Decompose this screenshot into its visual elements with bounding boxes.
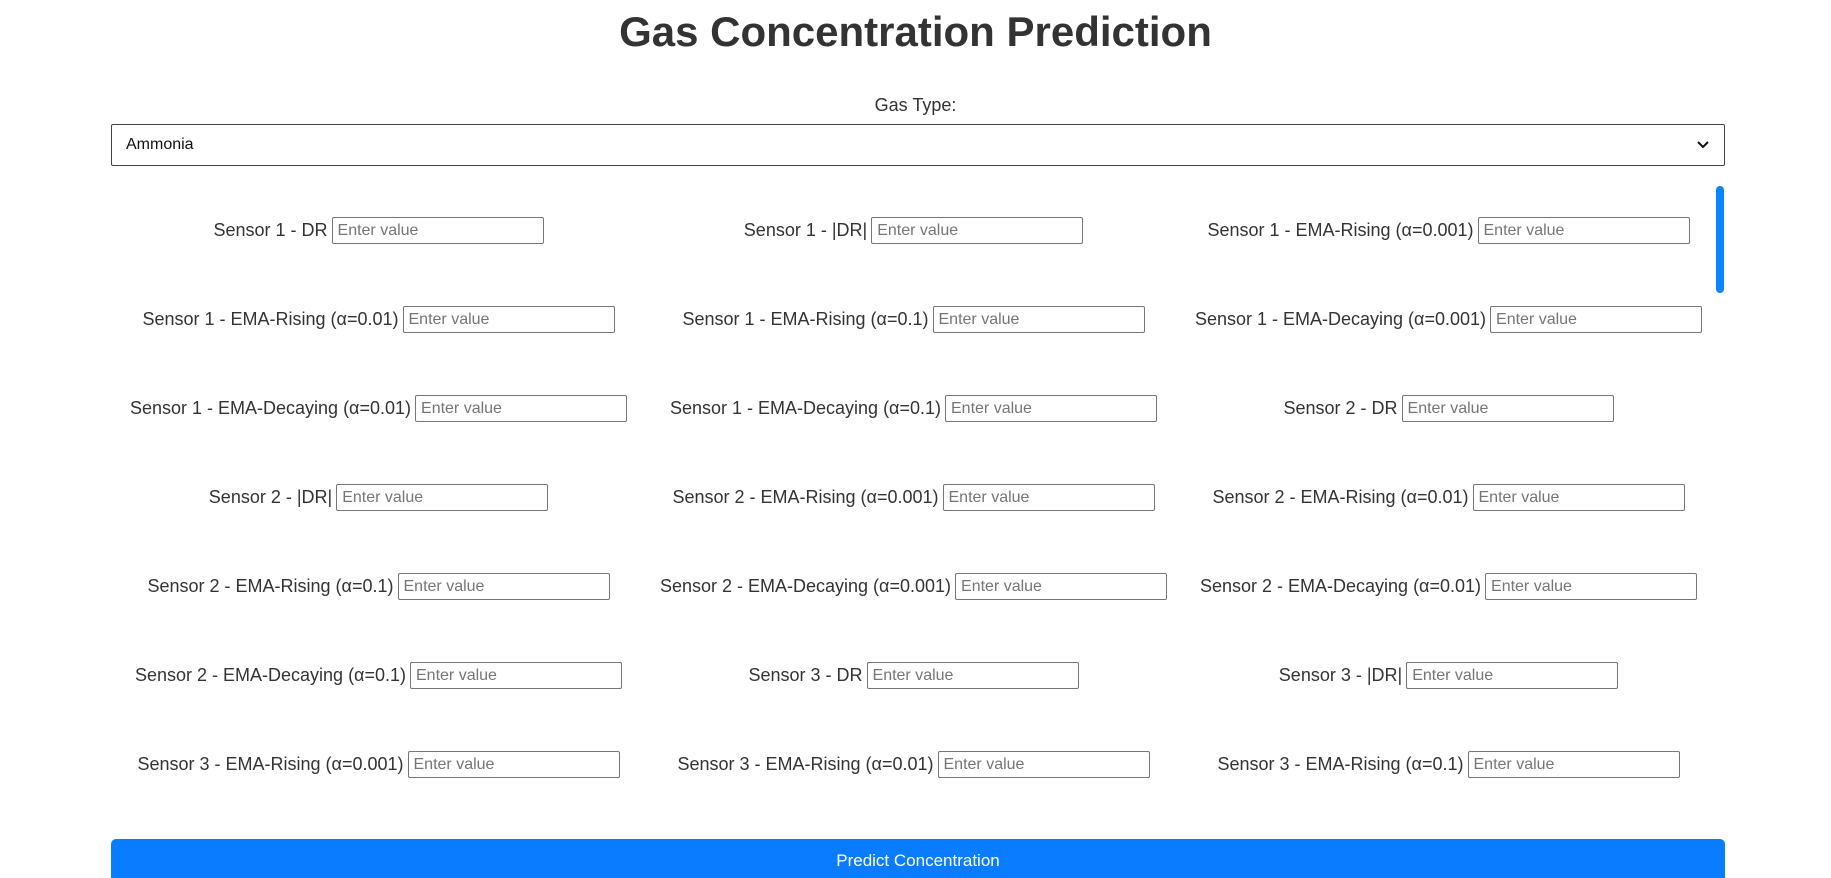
sensor-field-label: Sensor 3 - EMA-Rising (α=0.1)	[1217, 754, 1464, 774]
sensor-field-label: Sensor 2 - EMA-Decaying (α=0.1)	[134, 665, 406, 685]
sensor-field-label: Sensor 2 - EMA-Decaying (α=0.001)	[659, 576, 952, 596]
sensor-field-label: Sensor 1 - EMA-Rising (α=0.1)	[682, 309, 929, 329]
sensor-field: Sensor 2 - EMA-Rising (α=0.001)	[646, 453, 1181, 542]
sensor-value-input[interactable]	[407, 751, 620, 778]
page-title: Gas Concentration Prediction	[619, 8, 1212, 55]
sensor-field-label: Sensor 3 - DR	[748, 665, 863, 685]
sensor-field: Sensor 2 - EMA-Decaying (α=0.001)	[646, 542, 1181, 631]
sensor-field-label: Sensor 2 - EMA-Rising (α=0.1)	[147, 576, 394, 596]
sensor-value-input[interactable]	[336, 484, 549, 511]
sensor-field: Sensor 1 - |DR|	[646, 186, 1181, 275]
sensor-field: Sensor 2 - EMA-Rising (α=0.01)	[1181, 453, 1716, 542]
sensor-field: Sensor 2 - EMA-Decaying (α=0.1)	[111, 631, 646, 720]
sensor-value-input[interactable]	[1472, 484, 1685, 511]
sensor-field-label: Sensor 1 - |DR|	[743, 220, 868, 240]
sensor-field-label: Sensor 1 - DR	[213, 220, 328, 240]
sensor-field: Sensor 1 - EMA-Rising (α=0.01)	[111, 275, 646, 364]
sensor-field-label: Sensor 3 - |DR|	[1278, 665, 1403, 685]
sensor-value-input[interactable]	[1401, 395, 1614, 422]
sensor-field: Sensor 1 - EMA-Decaying (α=0.01)	[111, 364, 646, 453]
sensor-field-label: Sensor 1 - EMA-Decaying (α=0.01)	[129, 398, 412, 418]
sensor-field: Sensor 2 - DR	[1181, 364, 1716, 453]
sensor-field-label: Sensor 3 - EMA-Rising (α=0.001)	[137, 754, 404, 774]
sensor-value-input[interactable]	[866, 662, 1079, 689]
sensor-field-label: Sensor 1 - EMA-Decaying (α=0.1)	[669, 398, 941, 418]
sensor-value-input[interactable]	[1467, 751, 1680, 778]
sensor-fields-grid: Sensor 1 - DR Sensor 1 - |DR| Sensor 1 - E…	[111, 186, 1725, 809]
sensor-value-input[interactable]	[331, 217, 544, 244]
sensor-value-input[interactable]	[397, 573, 610, 600]
sensor-value-input[interactable]	[932, 306, 1145, 333]
gas-type-selected-value: Ammonia	[126, 136, 194, 153]
sensor-field-label: Sensor 2 - DR	[1283, 398, 1398, 418]
sensor-field: Sensor 2 - EMA-Rising (α=0.1)	[111, 542, 646, 631]
sensor-field: Sensor 2 - EMA-Decaying (α=0.01)	[1181, 542, 1716, 631]
sensor-value-input[interactable]	[1477, 217, 1690, 244]
sensor-field: Sensor 2 - |DR|	[111, 453, 646, 542]
sensor-field: Sensor 1 - EMA-Decaying (α=0.1)	[646, 364, 1181, 453]
sensor-field-label: Sensor 1 - EMA-Decaying (α=0.001)	[1194, 309, 1487, 329]
sensor-field: Sensor 3 - EMA-Rising (α=0.1)	[1181, 720, 1716, 809]
sensor-field-label: Sensor 2 - EMA-Rising (α=0.001)	[672, 487, 939, 507]
sensor-field-label: Sensor 3 - EMA-Rising (α=0.01)	[677, 754, 934, 774]
sensor-value-input[interactable]	[945, 395, 1157, 422]
sensor-value-input[interactable]	[1490, 306, 1703, 333]
sensor-field-label: Sensor 2 - |DR|	[208, 487, 333, 507]
gas-type-select[interactable]: Ammonia	[111, 124, 1725, 166]
sensor-field: Sensor 1 - EMA-Rising (α=0.001)	[1181, 186, 1716, 275]
sensor-value-input[interactable]	[402, 306, 615, 333]
sensor-value-input[interactable]	[1406, 662, 1619, 689]
sensor-field: Sensor 1 - DR	[111, 186, 646, 275]
sensor-value-input[interactable]	[942, 484, 1155, 511]
sensor-field: Sensor 3 - EMA-Rising (α=0.01)	[646, 720, 1181, 809]
sensor-field: Sensor 3 - DR	[646, 631, 1181, 720]
sensor-value-input[interactable]	[871, 217, 1084, 244]
gas-type-label: Gas Type:	[874, 95, 957, 115]
sensor-field: Sensor 3 - EMA-Rising (α=0.001)	[111, 720, 646, 809]
predict-concentration-button[interactable]: Predict Concentration	[111, 839, 1725, 878]
sensor-field: Sensor 3 - |DR|	[1181, 631, 1716, 720]
sensor-value-input[interactable]	[937, 751, 1150, 778]
chevron-down-icon	[1696, 138, 1710, 152]
sensor-field: Sensor 1 - EMA-Decaying (α=0.001)	[1181, 275, 1716, 364]
sensor-field: Sensor 1 - EMA-Rising (α=0.1)	[646, 275, 1181, 364]
sensor-value-input[interactable]	[1485, 573, 1698, 600]
sensor-value-input[interactable]	[415, 395, 628, 422]
sensor-field-label: Sensor 2 - EMA-Rising (α=0.01)	[1212, 487, 1469, 507]
sensor-field-label: Sensor 1 - EMA-Rising (α=0.01)	[142, 309, 399, 329]
scrollbar-thumb[interactable]	[1716, 186, 1724, 293]
sensor-value-input[interactable]	[410, 662, 622, 689]
sensor-fields-container: Sensor 1 - DR Sensor 1 - |DR| Sensor 1 - E…	[111, 186, 1725, 816]
sensor-field-label: Sensor 2 - EMA-Decaying (α=0.01)	[1199, 576, 1482, 596]
sensor-field-label: Sensor 1 - EMA-Rising (α=0.001)	[1207, 220, 1474, 240]
sensor-value-input[interactable]	[955, 573, 1168, 600]
